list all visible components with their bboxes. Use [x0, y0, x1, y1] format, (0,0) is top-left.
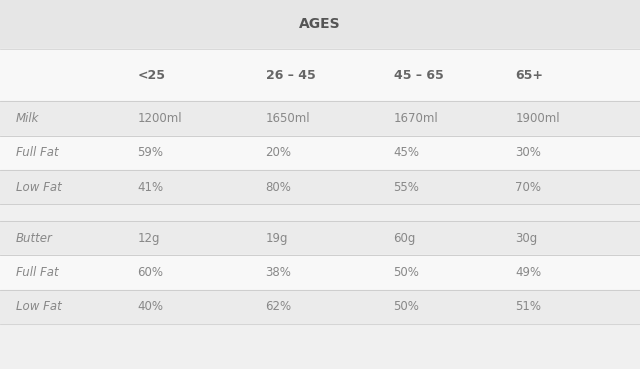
Text: 38%: 38%	[266, 266, 291, 279]
Text: 55%: 55%	[394, 181, 419, 194]
Text: 30%: 30%	[515, 146, 541, 159]
Text: 51%: 51%	[515, 300, 541, 313]
Text: 80%: 80%	[266, 181, 291, 194]
Text: Milk: Milk	[16, 112, 40, 125]
Text: AGES: AGES	[299, 17, 341, 31]
Text: 12g: 12g	[138, 232, 160, 245]
Text: Full Fat: Full Fat	[16, 146, 59, 159]
Text: 40%: 40%	[138, 300, 164, 313]
Bar	[0, 290, 640, 324]
Text: 26 – 45: 26 – 45	[266, 69, 316, 82]
Text: 20%: 20%	[266, 146, 292, 159]
Text: 45 – 65: 45 – 65	[394, 69, 444, 82]
Text: 19g: 19g	[266, 232, 288, 245]
Text: 70%: 70%	[515, 181, 541, 194]
Text: 1200ml: 1200ml	[138, 112, 182, 125]
Text: 60g: 60g	[394, 232, 416, 245]
Text: 45%: 45%	[394, 146, 420, 159]
Text: Butter: Butter	[16, 232, 53, 245]
Text: 50%: 50%	[394, 266, 419, 279]
Bar	[0, 101, 640, 136]
Text: 49%: 49%	[515, 266, 541, 279]
Text: <25: <25	[138, 69, 166, 82]
Text: 65+: 65+	[515, 69, 543, 82]
Text: 1900ml: 1900ml	[515, 112, 560, 125]
Bar	[0, 221, 640, 255]
Bar	[0, 136, 640, 170]
Bar	[0, 49, 640, 101]
Text: 50%: 50%	[394, 300, 419, 313]
Bar	[0, 170, 640, 204]
Text: 1670ml: 1670ml	[394, 112, 438, 125]
Bar	[0, 0, 640, 49]
Text: 41%: 41%	[138, 181, 164, 194]
Text: 60%: 60%	[138, 266, 164, 279]
Text: 59%: 59%	[138, 146, 164, 159]
Bar	[0, 204, 640, 221]
Text: Full Fat: Full Fat	[16, 266, 59, 279]
Text: 62%: 62%	[266, 300, 292, 313]
Text: 1650ml: 1650ml	[266, 112, 310, 125]
Text: Low Fat: Low Fat	[16, 300, 61, 313]
Text: Low Fat: Low Fat	[16, 181, 61, 194]
Text: 30g: 30g	[515, 232, 538, 245]
Bar	[0, 255, 640, 290]
